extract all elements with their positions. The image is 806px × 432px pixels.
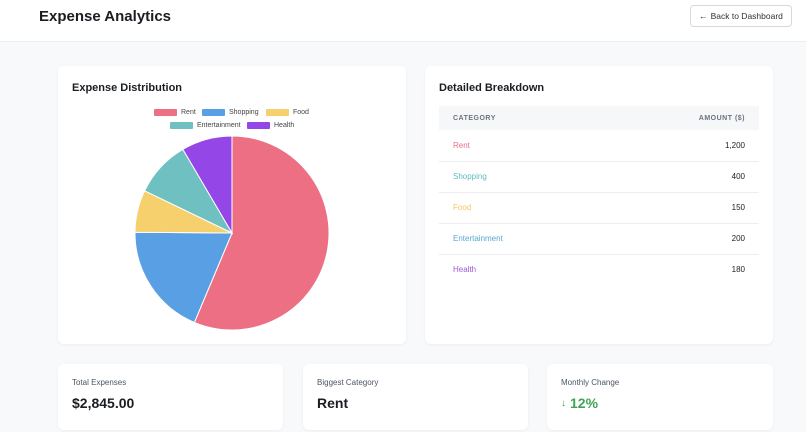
legend-label: Shopping xyxy=(229,109,259,116)
amount-cell: 400 xyxy=(586,161,759,193)
page-title: Expense Analytics xyxy=(39,8,172,25)
legend-swatch xyxy=(266,109,289,116)
category-cell: Food xyxy=(439,192,587,224)
arrow-left-icon: ← xyxy=(699,11,708,21)
distribution-title: Expense Distribution xyxy=(72,82,183,94)
column-header-amount[interactable]: AMOUNT ($) xyxy=(698,114,745,122)
table-row: Rent 1,200 xyxy=(439,130,759,162)
total-expenses-card: Total Expenses $2,845.00 xyxy=(58,364,283,430)
breakdown-table: CATEGORY AMOUNT ($) Rent 1,200 Shopping … xyxy=(439,106,759,285)
legend-item-shopping[interactable]: Shopping xyxy=(202,109,259,116)
biggest-category-label: Biggest Category xyxy=(317,378,379,387)
category-cell: Shopping xyxy=(439,161,587,193)
breakdown-title: Detailed Breakdown xyxy=(439,82,545,94)
legend-swatch xyxy=(247,122,270,129)
monthly-change-value: ↓ 12% xyxy=(561,395,598,411)
table-row: Entertainment 200 xyxy=(439,223,759,255)
biggest-category-value: Rent xyxy=(317,395,349,411)
legend-swatch xyxy=(202,109,225,116)
legend-item-rent[interactable]: Rent xyxy=(154,109,196,116)
table-row: Food 150 xyxy=(439,192,759,224)
legend-label: Health xyxy=(274,122,295,129)
back-button-label: Back to Dashboard xyxy=(710,11,783,21)
table-header-row: CATEGORY AMOUNT ($) xyxy=(439,106,759,130)
category-cell: Entertainment xyxy=(439,223,587,255)
table-row: Health 180 xyxy=(439,254,759,285)
monthly-change-card: Monthly Change ↓ 12% xyxy=(547,364,773,430)
pie-chart xyxy=(134,135,330,331)
legend-item-health[interactable]: Health xyxy=(247,122,294,129)
legend-item-food[interactable]: Food xyxy=(266,109,309,116)
top-header: Expense Analytics ← Back to Dashboard xyxy=(0,0,806,42)
legend-swatch xyxy=(154,109,177,116)
amount-cell: 150 xyxy=(586,192,759,224)
legend-label: Entertainment xyxy=(197,122,241,129)
pie-slice-rent[interactable] xyxy=(193,135,330,331)
total-expenses-label: Total Expenses xyxy=(72,378,127,387)
chart-legend: Rent Shopping Food Entertainment Health xyxy=(58,66,406,136)
legend-label: Food xyxy=(293,109,309,116)
total-expenses-value: $2,845.00 xyxy=(72,395,135,411)
column-header-category[interactable]: CATEGORY xyxy=(453,114,496,122)
legend-swatch xyxy=(170,122,193,129)
pie-slice-health[interactable] xyxy=(182,135,233,235)
legend-item-entertainment[interactable]: Entertainment xyxy=(170,122,241,129)
arrow-down-icon: ↓ xyxy=(561,397,566,409)
category-cell: Health xyxy=(453,265,477,275)
expense-distribution-card: Expense Distribution Rent Shopping Food … xyxy=(58,66,406,344)
detailed-breakdown-card: Detailed Breakdown CATEGORY AMOUNT ($) R… xyxy=(425,66,773,344)
pie-slice-shopping[interactable] xyxy=(134,231,233,324)
amount-cell: 200 xyxy=(586,223,759,255)
back-to-dashboard-button[interactable]: ← Back to Dashboard xyxy=(690,5,792,27)
category-cell: Rent xyxy=(439,130,587,162)
table-row: Shopping 400 xyxy=(439,161,759,193)
monthly-change-percent: 12% xyxy=(570,395,599,411)
biggest-category-card: Biggest Category Rent xyxy=(303,364,528,430)
amount-cell: 1,200 xyxy=(586,130,759,162)
amount-cell: 180 xyxy=(731,265,745,275)
legend-label: Rent xyxy=(181,109,196,116)
monthly-change-label: Monthly Change xyxy=(561,378,620,387)
